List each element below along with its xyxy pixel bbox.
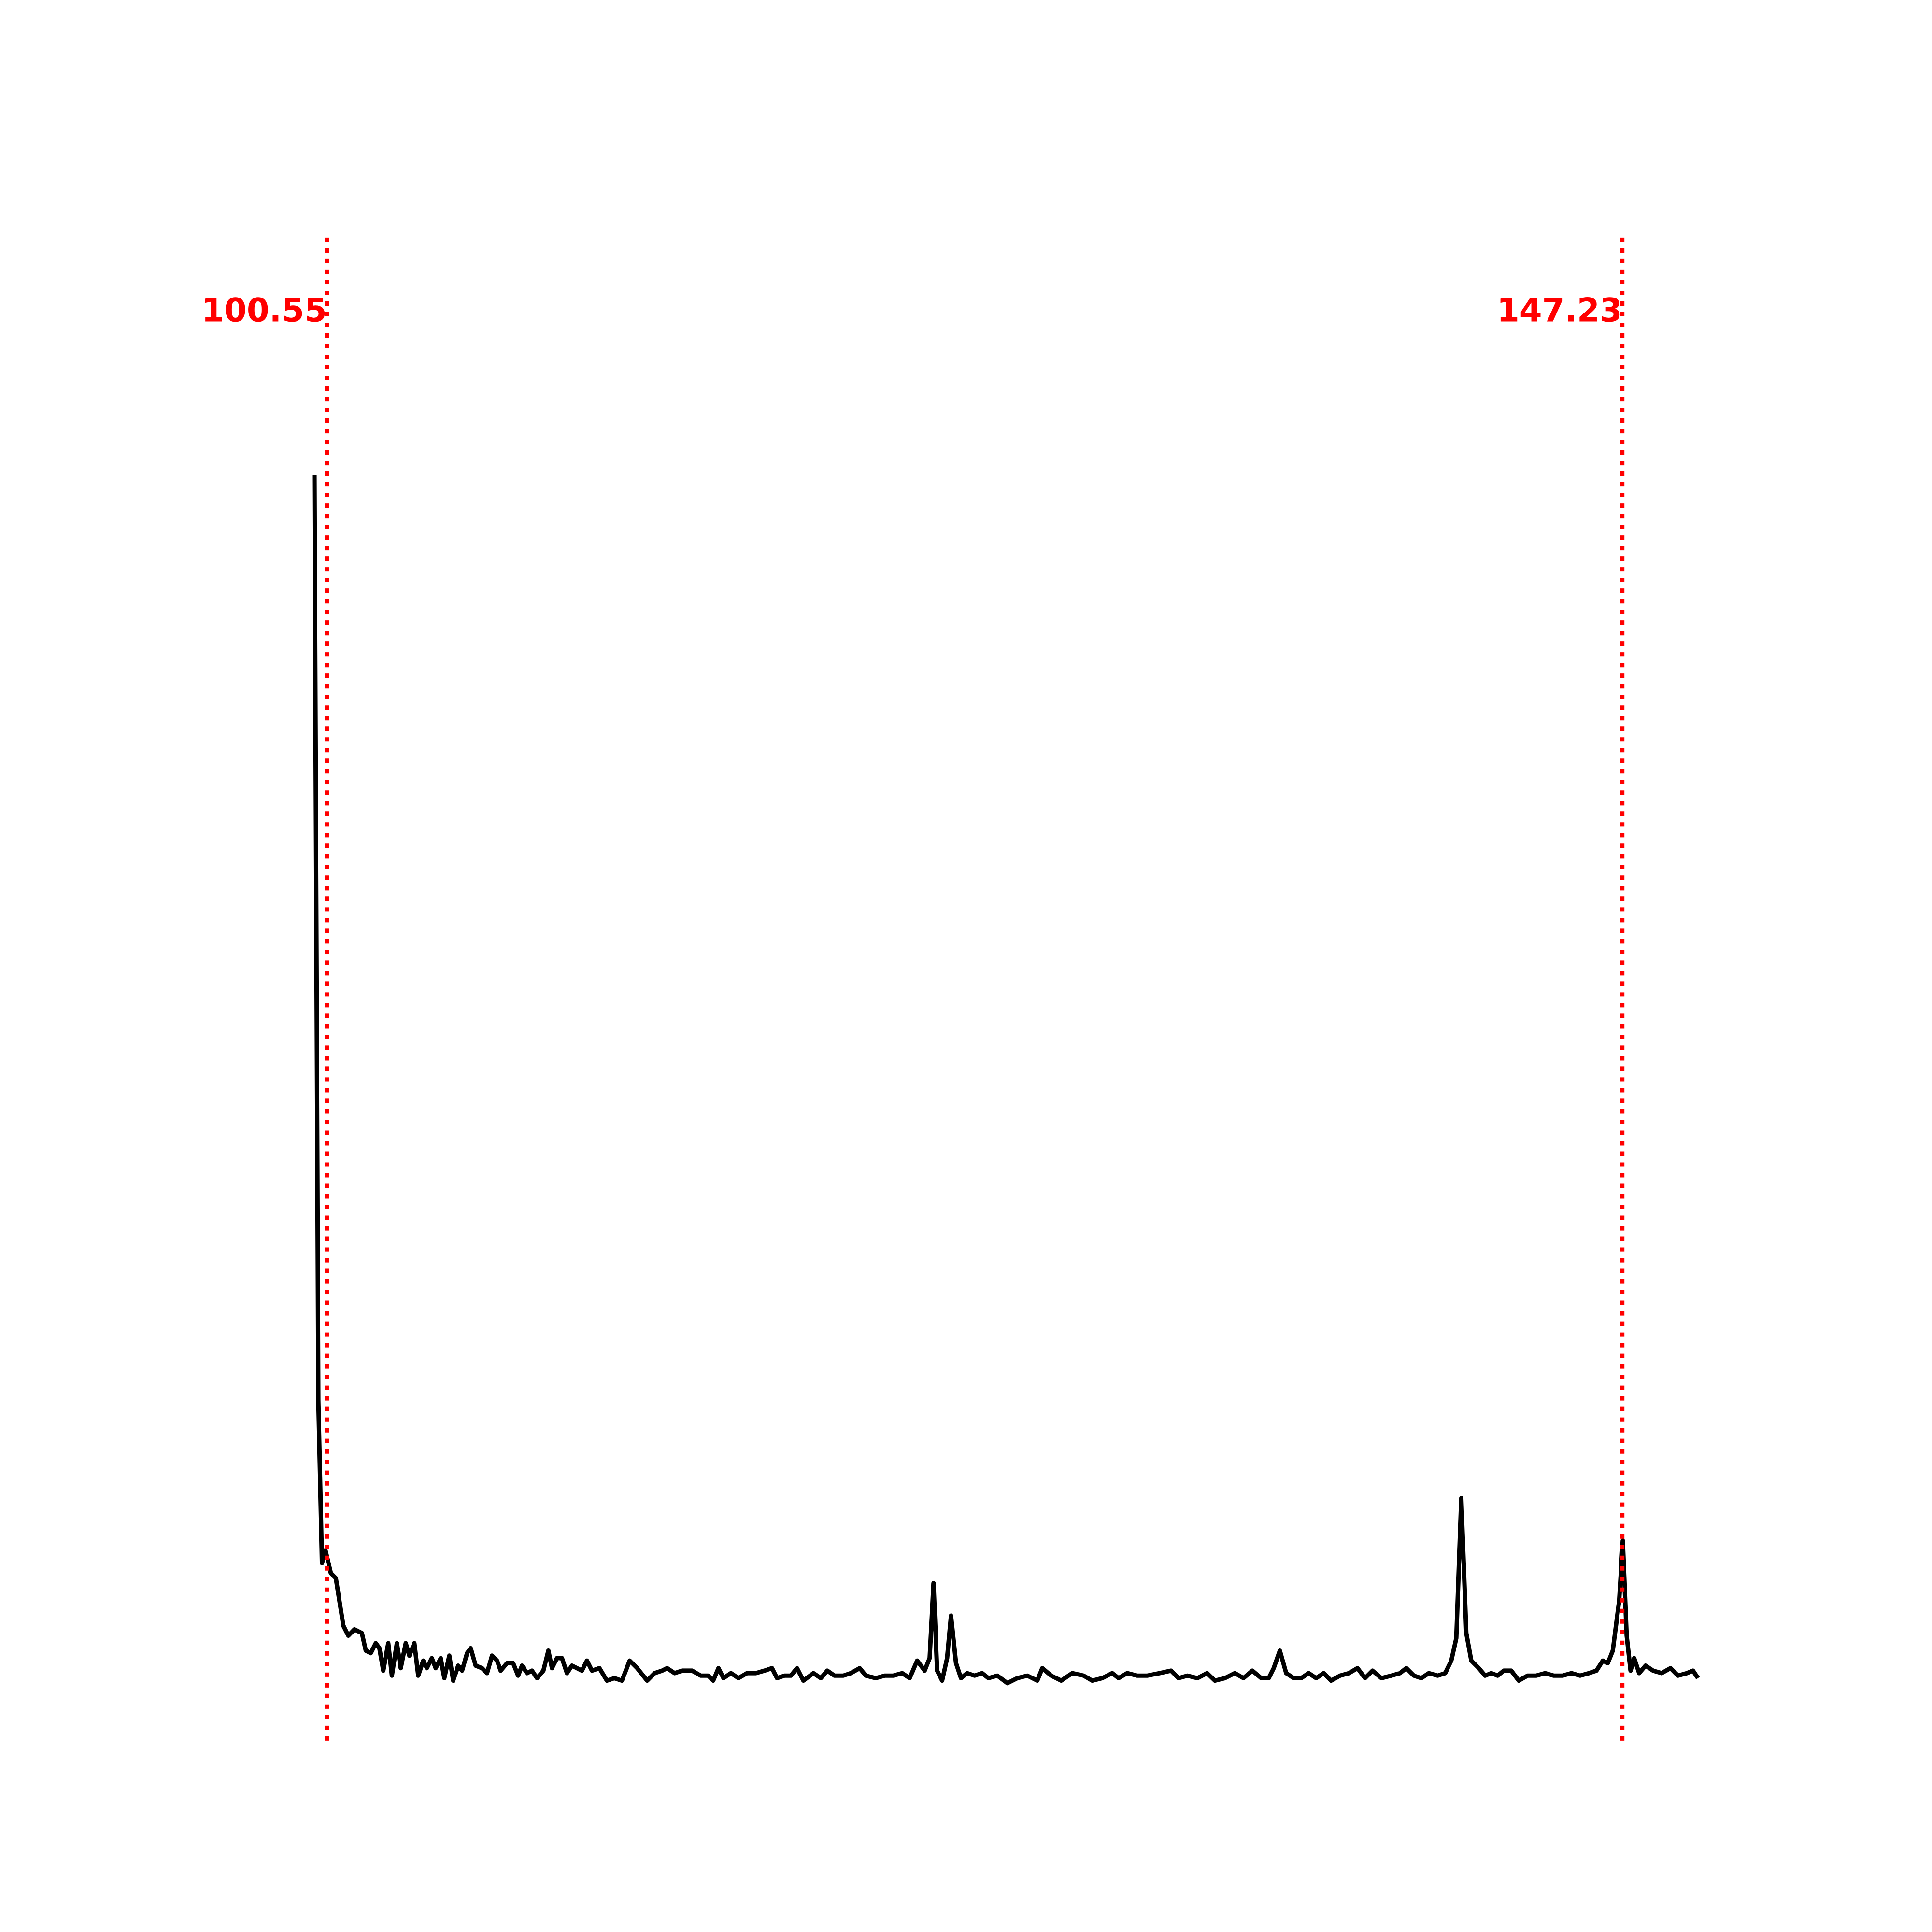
- data-line: [312, 475, 1700, 1686]
- marker-label: 100.55: [201, 291, 327, 329]
- marker-label: 147.23: [1497, 291, 1622, 329]
